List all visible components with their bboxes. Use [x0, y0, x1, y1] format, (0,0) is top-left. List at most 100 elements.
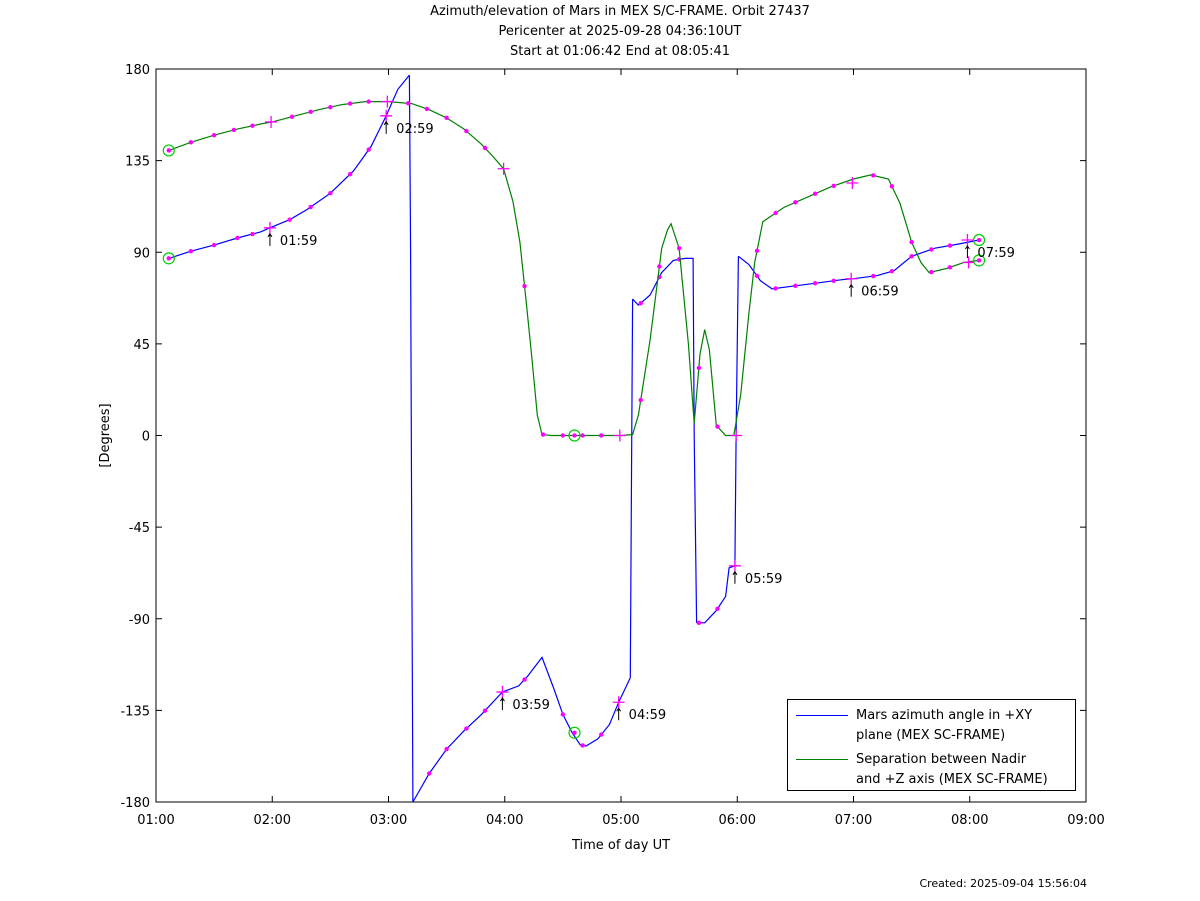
annotation-arrow	[848, 283, 854, 297]
annotation-label: 07:59	[977, 246, 1014, 261]
marker-dot-separation	[347, 101, 353, 106]
marker-dot-azimuth	[464, 726, 469, 731]
marker-dot-azimuth	[638, 300, 643, 306]
marker-dot-separation	[580, 433, 585, 438]
marker-cross-azimuth	[728, 559, 741, 572]
legend-label-azimuth: Mars azimuth angle in +XY plane (MEX SC-…	[856, 706, 1066, 746]
marker-dot-azimuth	[929, 247, 934, 252]
marker-dot-separation	[947, 265, 953, 270]
legend-label-separation-line2: and +Z axis (MEX SC-FRAME)	[856, 772, 1048, 787]
marker-dot-azimuth	[909, 254, 914, 259]
marker-dot-azimuth	[715, 606, 720, 612]
marker-dot-azimuth	[793, 283, 798, 289]
legend-label-azimuth-line1: Mars azimuth angle in +XY	[856, 708, 1033, 723]
series-line-azimuth	[629, 299, 634, 678]
marker-dot-separation	[657, 264, 662, 269]
marker-cross-azimuth	[961, 234, 974, 247]
marker-cross-separation	[497, 162, 510, 175]
series-line-separation	[168, 100, 980, 437]
annotation-arrow	[616, 707, 622, 721]
marker-dot-separation	[406, 101, 411, 106]
annotation-label: 03:59	[512, 698, 549, 713]
annotation-arrow	[965, 245, 970, 259]
marker-dot-separation	[328, 104, 333, 110]
marker-dot-separation	[773, 210, 778, 216]
legend-item-separation: Separation between Nadir and +Z axis (ME…	[796, 750, 1066, 790]
marker-cross-separation	[730, 429, 743, 442]
chart-subtitle-start-end: Start at 01:06:42 End at 08:05:41	[509, 44, 731, 59]
marker-cross-separation	[962, 256, 975, 269]
x-tick-label: 07:00	[835, 813, 872, 828]
marker-dot-separation	[188, 140, 194, 145]
marker-circle-dot-separation	[166, 148, 171, 153]
y-tick-label: 0	[142, 430, 150, 445]
marker-circle-separation	[162, 144, 175, 157]
chart-legend: Mars azimuth angle in +XY plane (MEX SC-…	[787, 699, 1076, 791]
marker-cross-azimuth	[612, 696, 625, 709]
x-tick-label: 05:00	[602, 813, 639, 828]
annotation-arrow	[267, 232, 273, 246]
annotation-label: 02:59	[396, 122, 433, 137]
legend-swatch-azimuth	[796, 715, 848, 716]
marker-dot-separation	[929, 269, 934, 275]
y-tick-label: -135	[120, 704, 150, 719]
x-axis-label: Time of day UT	[571, 838, 670, 853]
marker-dot-separation	[793, 200, 798, 205]
marker-dot-azimuth	[696, 620, 702, 626]
x-tick-label: 03:00	[370, 813, 407, 828]
marker-dot-azimuth	[235, 235, 240, 241]
marker-dot-separation	[676, 245, 682, 251]
legend-item-azimuth: Mars azimuth angle in +XY plane (MEX SC-…	[796, 706, 1066, 746]
marker-dot-separation	[540, 432, 546, 437]
marker-dot-azimuth	[308, 204, 313, 210]
chart-title: Azimuth/elevation of Mars in MEX S/C-FRA…	[430, 4, 810, 19]
marker-dot-separation	[289, 114, 295, 119]
marker-cross-separation	[846, 177, 859, 190]
marker-circle-separation	[972, 254, 986, 267]
y-tick-label: 180	[125, 63, 150, 78]
marker-cross-separation	[613, 429, 626, 442]
series-line-azimuth	[738, 239, 980, 290]
x-tick-label: 08:00	[951, 813, 988, 828]
marker-cross-azimuth	[845, 272, 858, 285]
x-tick-label: 09:00	[1067, 813, 1104, 828]
legend-label-separation: Separation between Nadir and +Z axis (ME…	[856, 750, 1066, 790]
marker-dot-azimuth	[188, 249, 194, 254]
x-tick-label: 06:00	[719, 813, 756, 828]
marker-dot-separation	[831, 183, 836, 189]
series-line-azimuth	[168, 74, 410, 259]
marker-dot-separation	[211, 132, 217, 138]
annotation-label: 04:59	[629, 708, 666, 723]
marker-dot-separation	[889, 184, 895, 189]
series-line-azimuth	[632, 257, 698, 623]
legend-label-azimuth-line2: plane (MEX SC-FRAME)	[856, 728, 1006, 743]
y-tick-label: 90	[133, 246, 150, 261]
marker-dot-separation	[715, 424, 720, 429]
marker-dot-azimuth	[889, 269, 895, 274]
marker-dot-azimuth	[482, 708, 488, 713]
annotation-arrow	[383, 120, 389, 134]
marker-circle-dot-azimuth	[572, 730, 577, 735]
y-tick-label: -180	[120, 796, 150, 811]
x-tick-label: 04:00	[486, 813, 523, 828]
y-tick-label: -45	[129, 521, 150, 536]
marker-dot-azimuth	[773, 286, 778, 291]
marker-dot-separation	[754, 248, 760, 253]
marker-dot-azimuth	[580, 743, 585, 748]
marker-dot-separation	[308, 109, 313, 115]
series-line-azimuth	[412, 656, 631, 803]
marker-dot-azimuth	[250, 231, 255, 237]
marker-dot-azimuth	[328, 191, 333, 196]
marker-dot-separation	[871, 173, 876, 178]
series-line-azimuth	[696, 256, 739, 624]
created-timestamp: Created: 2025-09-04 15:56:04	[919, 877, 1087, 890]
marker-dot-separation	[464, 128, 469, 134]
marker-circle-dot-azimuth	[976, 237, 982, 243]
chart-subtitle-pericenter: Pericenter at 2025-09-28 04:36:10UT	[498, 24, 742, 39]
marker-dot-separation	[231, 127, 237, 133]
annotation-label: 06:59	[861, 285, 898, 300]
annotation-arrow	[732, 570, 738, 584]
marker-dot-azimuth	[831, 278, 836, 284]
marker-cross-azimuth	[380, 109, 393, 122]
